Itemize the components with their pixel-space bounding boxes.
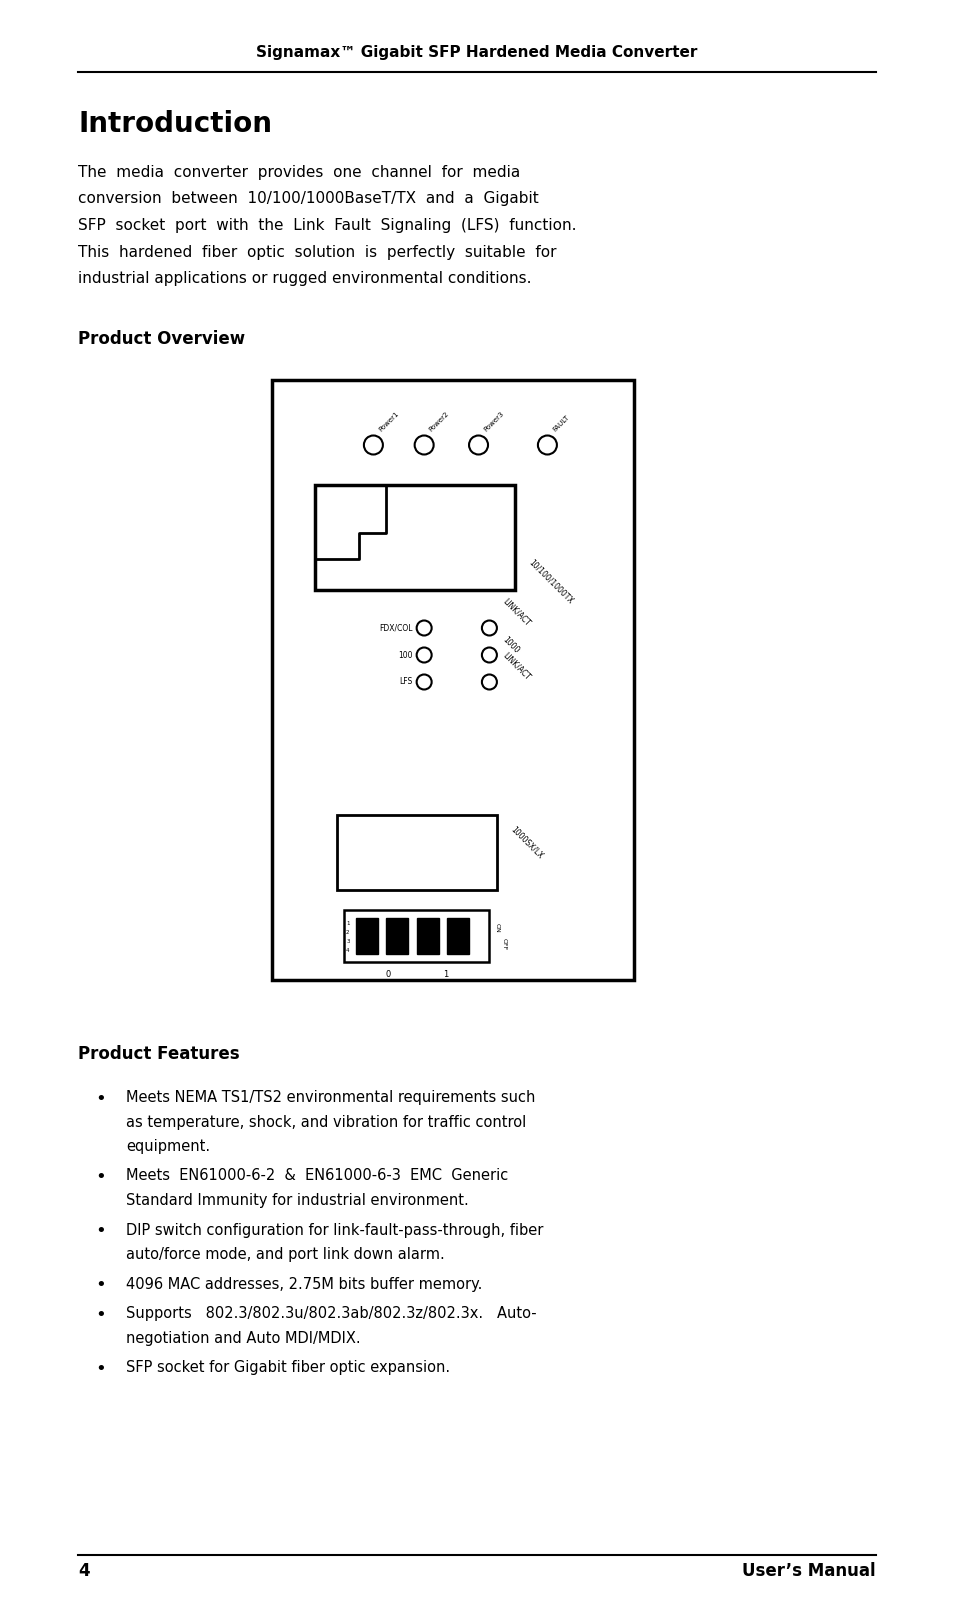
Text: •: • — [94, 1169, 106, 1186]
Text: 2: 2 — [346, 930, 349, 935]
Text: User’s Manual: User’s Manual — [741, 1561, 875, 1581]
Text: 4: 4 — [346, 947, 349, 952]
Text: 4: 4 — [78, 1561, 90, 1581]
Text: 10/100/1000TX: 10/100/1000TX — [526, 558, 574, 606]
Text: SFP socket for Gigabit fiber optic expansion.: SFP socket for Gigabit fiber optic expan… — [126, 1359, 450, 1375]
Bar — [355, 919, 377, 954]
Text: OFF: OFF — [501, 938, 506, 951]
Bar — [272, 380, 634, 979]
Text: FAULT: FAULT — [551, 414, 570, 433]
Text: Power2: Power2 — [428, 410, 450, 433]
Text: auto/force mode, and port link down alarm.: auto/force mode, and port link down alar… — [126, 1247, 444, 1262]
Bar — [416, 919, 438, 954]
Text: Product Overview: Product Overview — [78, 330, 245, 348]
Bar — [344, 911, 489, 962]
Text: This  hardened  fiber  optic  solution  is  perfectly  suitable  for: This hardened fiber optic solution is pe… — [78, 245, 557, 260]
Text: equipment.: equipment. — [126, 1140, 210, 1154]
Text: 100: 100 — [397, 651, 413, 659]
Text: 4096 MAC addresses, 2.75M bits buffer memory.: 4096 MAC addresses, 2.75M bits buffer me… — [126, 1276, 482, 1292]
Text: 1000SX/LX: 1000SX/LX — [508, 826, 544, 861]
Text: •: • — [94, 1306, 106, 1324]
Text: Supports   802.3/802.3u/802.3ab/802.3z/802.3x.   Auto-: Supports 802.3/802.3u/802.3ab/802.3z/802… — [126, 1306, 537, 1321]
Text: •: • — [94, 1359, 106, 1379]
Text: Meets NEMA TS1/TS2 environmental requirements such: Meets NEMA TS1/TS2 environmental require… — [126, 1090, 535, 1104]
Text: industrial applications or rugged environmental conditions.: industrial applications or rugged enviro… — [78, 271, 531, 285]
Text: Product Features: Product Features — [78, 1045, 239, 1063]
Bar — [315, 486, 515, 590]
Text: •: • — [94, 1276, 106, 1295]
Text: •: • — [94, 1090, 106, 1108]
Text: Introduction: Introduction — [78, 111, 272, 138]
Text: The  media  converter  provides  one  channel  for  media: The media converter provides one channel… — [78, 165, 520, 180]
Text: 1: 1 — [443, 970, 448, 979]
Text: Power3: Power3 — [482, 410, 504, 433]
Bar — [336, 814, 497, 890]
Text: Power1: Power1 — [377, 410, 399, 433]
Text: •: • — [94, 1223, 106, 1241]
Text: 1000: 1000 — [500, 635, 520, 656]
Text: 3: 3 — [346, 939, 349, 944]
Text: LINK/ACT: LINK/ACT — [500, 596, 532, 628]
Text: Standard Immunity for industrial environment.: Standard Immunity for industrial environ… — [126, 1193, 469, 1209]
Text: negotiation and Auto MDI/MDIX.: negotiation and Auto MDI/MDIX. — [126, 1330, 360, 1345]
Text: Signamax™ Gigabit SFP Hardened Media Converter: Signamax™ Gigabit SFP Hardened Media Con… — [256, 45, 697, 59]
Text: as temperature, shock, and vibration for traffic control: as temperature, shock, and vibration for… — [126, 1114, 526, 1130]
Text: SFP  socket  port  with  the  Link  Fault  Signaling  (LFS)  function.: SFP socket port with the Link Fault Sign… — [78, 218, 577, 232]
Text: 0: 0 — [385, 970, 390, 979]
Bar — [447, 919, 469, 954]
Text: 1: 1 — [346, 922, 349, 927]
Text: FDX/COL: FDX/COL — [378, 624, 413, 633]
Text: DIP switch configuration for link-fault-pass-through, fiber: DIP switch configuration for link-fault-… — [126, 1223, 543, 1238]
Bar — [386, 919, 408, 954]
Text: LINK/ACT: LINK/ACT — [500, 651, 532, 681]
Text: ON: ON — [494, 923, 498, 933]
Text: LFS: LFS — [399, 678, 413, 686]
Text: Meets  EN61000-6-2  &  EN61000-6-3  EMC  Generic: Meets EN61000-6-2 & EN61000-6-3 EMC Gene… — [126, 1169, 508, 1183]
Text: conversion  between  10/100/1000BaseT/TX  and  a  Gigabit: conversion between 10/100/1000BaseT/TX a… — [78, 191, 538, 207]
